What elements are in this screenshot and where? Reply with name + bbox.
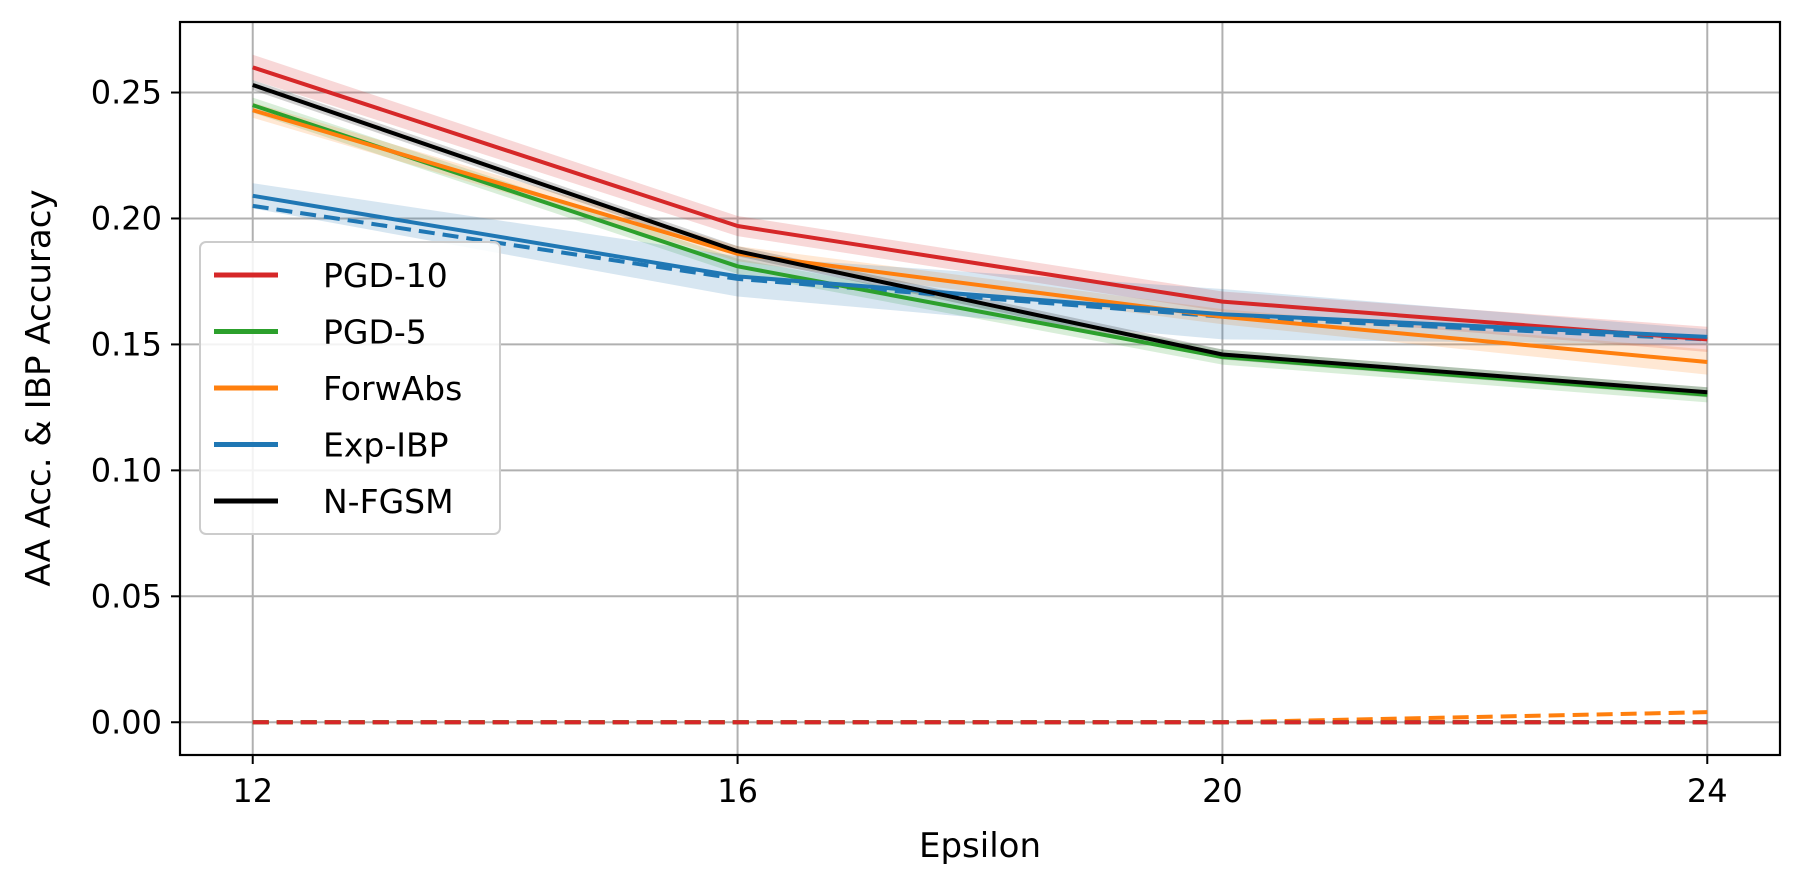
y-tick-label: 0.25 (91, 74, 162, 112)
x-tick-label: 24 (1687, 772, 1728, 810)
legend: PGD-10 PGD-5 ForwAbs Exp-IBP N-FGSM (199, 241, 501, 535)
y-axis-ticks: 0.00 0.05 0.10 0.15 0.20 0.25 (91, 74, 180, 741)
aa-line-pgd-5 (252, 103, 1708, 397)
aa-line-n-fgsm (252, 83, 1708, 395)
y-tick-label: 0.05 (91, 577, 162, 615)
x-tick-label: 20 (1202, 772, 1243, 810)
band-exp-ibp (252, 183, 1708, 345)
plot-frame (178, 20, 1782, 757)
series-lines (252, 65, 1708, 725)
x-axis-label: Epsilon (919, 826, 1041, 866)
y-tick-label: 0.10 (91, 451, 162, 489)
legend-label: N-FGSM (323, 482, 454, 521)
y-axis-label: AA Acc. & IBP Accuracy (19, 189, 59, 586)
legend-label: ForwAbs (323, 369, 462, 408)
x-tick-label: 12 (232, 772, 273, 810)
legend-label: Exp-IBP (323, 426, 449, 465)
band-pgd-10 (252, 54, 1708, 352)
aa-line-forwabs (252, 108, 1708, 365)
aa-line-exp-ibp (252, 193, 1708, 339)
legend-label: PGD-5 (323, 313, 427, 352)
x-tick-label: 16 (717, 772, 758, 810)
y-tick-label: 0.15 (91, 325, 162, 363)
x-axis-ticks: 12 16 20 24 (232, 755, 1728, 810)
legend-label: PGD-10 (323, 256, 448, 295)
y-tick-label: 0.00 (91, 703, 162, 741)
y-tick-label: 0.20 (91, 199, 162, 237)
aa-line-pgd-10 (252, 65, 1708, 342)
legend-box (199, 241, 501, 535)
